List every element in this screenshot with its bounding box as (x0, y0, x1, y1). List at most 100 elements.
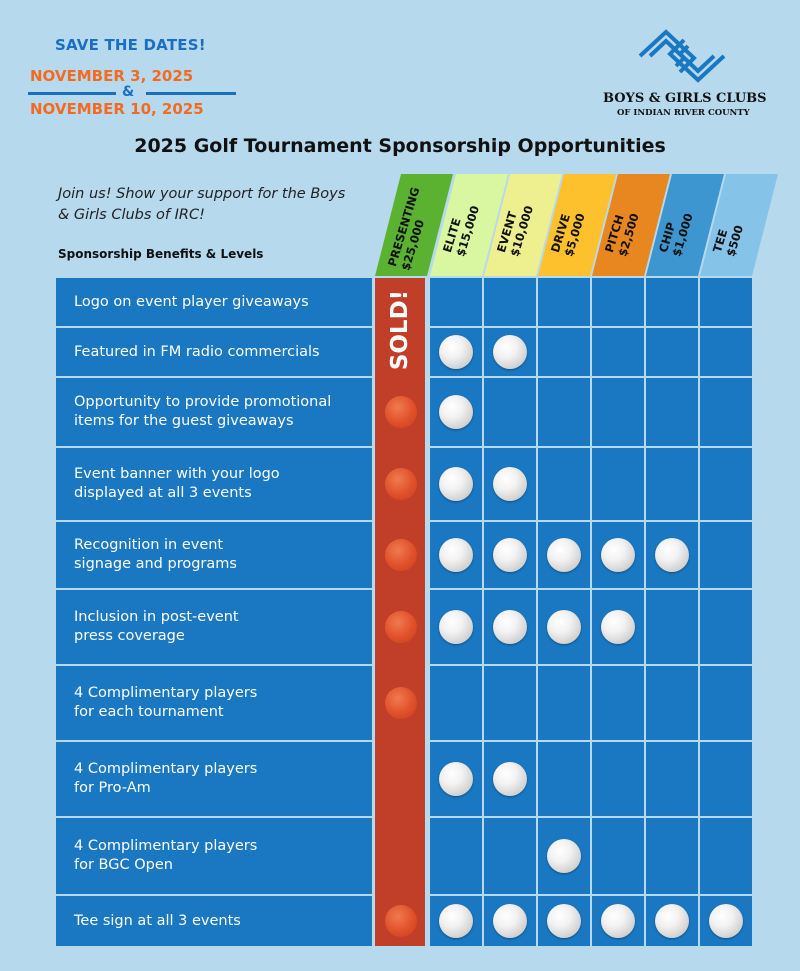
benefit-label: Inclusion in post-event press coverage (74, 609, 239, 644)
ampersand: & (122, 84, 135, 100)
grid-cell (484, 278, 536, 326)
benefit-row: Recognition in event signage and program… (56, 522, 372, 588)
grid-cell (592, 328, 644, 376)
benefit-label: 4 Complimentary players for each tournam… (74, 685, 258, 720)
grid-cell (700, 522, 752, 588)
benefit-label: 4 Complimentary players for BGC Open (74, 838, 258, 873)
grid-cell (538, 378, 590, 446)
benefit-row: Tee sign at all 3 events (56, 896, 372, 946)
grid-cell (538, 742, 590, 816)
golf-ball-icon (655, 904, 689, 938)
benefit-label: Logo on event player giveaways (74, 293, 309, 310)
golf-ball-icon (655, 538, 689, 572)
sold-banner: SOLD! (375, 285, 425, 375)
grid-cell (646, 818, 698, 894)
grid-cell (430, 278, 482, 326)
org-name: BOYS & GIRLS CLUBS (603, 91, 767, 106)
sold-label: SOLD! (387, 289, 413, 371)
golf-ball-icon (709, 904, 743, 938)
level-banner-elite (430, 174, 508, 276)
benefit-label: Tee sign at all 3 events (74, 912, 241, 929)
grid-cell (646, 378, 698, 446)
date-1: NOVEMBER 3, 2025 (30, 67, 194, 85)
presenting-benefit-dot (385, 539, 417, 571)
golf-ball-icon (493, 538, 527, 572)
benefit-label: Event banner with your logo displayed at… (74, 466, 280, 501)
page-title: 2025 Golf Tournament Sponsorship Opportu… (134, 135, 666, 157)
grid-cell (700, 590, 752, 664)
golf-ball-icon (601, 904, 635, 938)
grid-cell (538, 278, 590, 326)
benefit-label: Featured in FM radio commercials (74, 343, 320, 360)
grid-cell (430, 666, 482, 740)
divider-right (146, 92, 236, 95)
benefit-row: Inclusion in post-event press coverage (56, 590, 372, 664)
presenting-benefit-dot (385, 468, 417, 500)
golf-ball-icon (439, 538, 473, 572)
grid-cell (484, 666, 536, 740)
grid-cell (592, 742, 644, 816)
benefit-row: 4 Complimentary players for BGC Open (56, 818, 372, 894)
level-banner-event (484, 174, 562, 276)
grid-cell (700, 818, 752, 894)
benefits-heading: Sponsorship Benefits & Levels (58, 247, 264, 261)
benefit-label: Recognition in event signage and program… (74, 537, 237, 572)
grid-cell (538, 328, 590, 376)
grid-cell (646, 328, 698, 376)
benefit-label: Opportunity to provide promotional items… (74, 394, 332, 429)
benefit-label: 4 Complimentary players for Pro-Am (74, 761, 258, 796)
grid-cell (538, 666, 590, 740)
golf-ball-icon (547, 538, 581, 572)
golf-ball-icon (439, 395, 473, 429)
grid-cell (646, 742, 698, 816)
golf-ball-icon (439, 467, 473, 501)
benefit-row: Logo on event player giveaways (56, 278, 372, 326)
golf-ball-icon (547, 610, 581, 644)
presenting-benefit-dot (385, 396, 417, 428)
grid-cell (700, 378, 752, 446)
presenting-benefit-dot (385, 687, 417, 719)
grid-cell (700, 742, 752, 816)
level-banner-chip (646, 174, 724, 276)
date-2: NOVEMBER 10, 2025 (30, 100, 204, 118)
grid-cell (592, 666, 644, 740)
level-banner-pitch (592, 174, 670, 276)
org-subtitle: OF INDIAN RIVER COUNTY (617, 108, 750, 118)
benefit-row: Opportunity to provide promotional items… (56, 378, 372, 446)
presenting-benefit-dot (385, 611, 417, 643)
grid-cell (538, 448, 590, 520)
golf-ball-icon (601, 538, 635, 572)
save-the-dates: SAVE THE DATES! (55, 36, 206, 54)
grid-cell (646, 666, 698, 740)
bgc-logo-icon (638, 29, 726, 83)
level-banner-drive (538, 174, 616, 276)
golf-ball-icon (439, 335, 473, 369)
grid-cell (700, 328, 752, 376)
grid-cell (592, 278, 644, 326)
levels-header (375, 174, 778, 276)
grid-cell (700, 278, 752, 326)
benefit-row: 4 Complimentary players for each tournam… (56, 666, 372, 740)
grid-cell (646, 448, 698, 520)
grid-cell (700, 448, 752, 520)
benefit-row: 4 Complimentary players for Pro-Am (56, 742, 372, 816)
golf-ball-icon (601, 610, 635, 644)
golf-ball-icon (493, 762, 527, 796)
golf-ball-icon (439, 610, 473, 644)
benefit-row: Event banner with your logo displayed at… (56, 448, 372, 520)
golf-ball-icon (493, 904, 527, 938)
grid-cell (592, 818, 644, 894)
grid-cell (430, 818, 482, 894)
grid-cell (700, 666, 752, 740)
golf-ball-icon (439, 762, 473, 796)
golf-ball-icon (493, 467, 527, 501)
grid-cell (484, 818, 536, 894)
grid-cell (646, 590, 698, 664)
golf-ball-icon (439, 904, 473, 938)
level-banner-tee (700, 174, 778, 276)
grid-cell (592, 378, 644, 446)
golf-ball-icon (493, 335, 527, 369)
grid-cell (592, 448, 644, 520)
grid-cell (646, 278, 698, 326)
level-banner-presenting (375, 174, 453, 276)
